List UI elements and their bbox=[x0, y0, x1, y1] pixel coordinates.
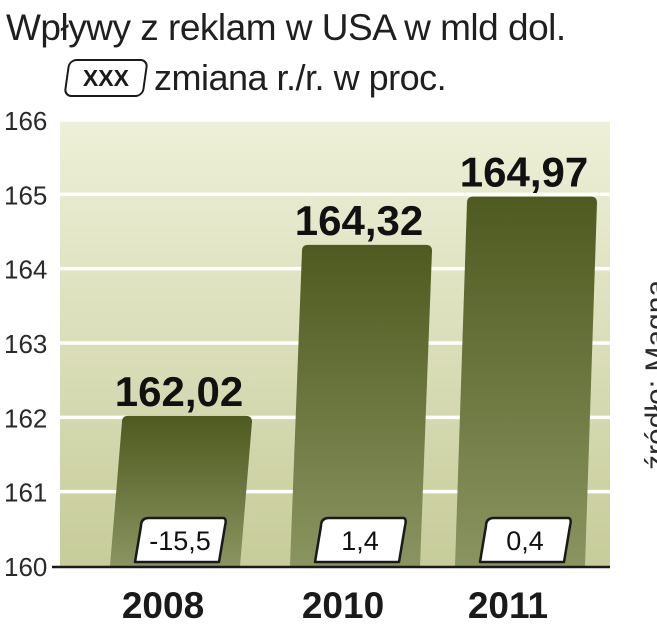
y-tick-label: 163 bbox=[4, 329, 47, 359]
y-tick-label: 161 bbox=[4, 478, 47, 508]
legend-text: zmiana r./r. w proc. bbox=[154, 57, 447, 98]
y-tick-label: 160 bbox=[4, 552, 47, 582]
data-label: 162,02 bbox=[115, 368, 243, 415]
legend: XXX zmiana r./r. w proc. bbox=[63, 56, 447, 100]
data-label: 164,32 bbox=[295, 197, 423, 244]
change-box bbox=[478, 516, 572, 564]
change-label: 1,4 bbox=[341, 526, 379, 556]
chart-title: Wpływy z reklam w USA w mld dol. bbox=[6, 7, 566, 48]
x-tick-label: 2010 bbox=[302, 585, 384, 626]
source-note: źródło: Magna bbox=[640, 279, 657, 470]
y-tick-label: 162 bbox=[4, 403, 47, 433]
y-tick-label: 166 bbox=[4, 106, 47, 136]
data-label: 164,97 bbox=[460, 149, 588, 196]
bar bbox=[455, 196, 597, 566]
bar bbox=[290, 244, 432, 566]
change-label: -15,5 bbox=[149, 526, 211, 556]
x-tick-label: 2008 bbox=[122, 585, 204, 626]
change-box bbox=[313, 516, 407, 564]
change-box bbox=[133, 516, 227, 564]
y-tick-label: 165 bbox=[4, 180, 47, 210]
x-tick-label: 2011 bbox=[468, 585, 548, 626]
y-tick-label: 164 bbox=[4, 255, 47, 285]
change-label: 0,4 bbox=[506, 526, 544, 556]
